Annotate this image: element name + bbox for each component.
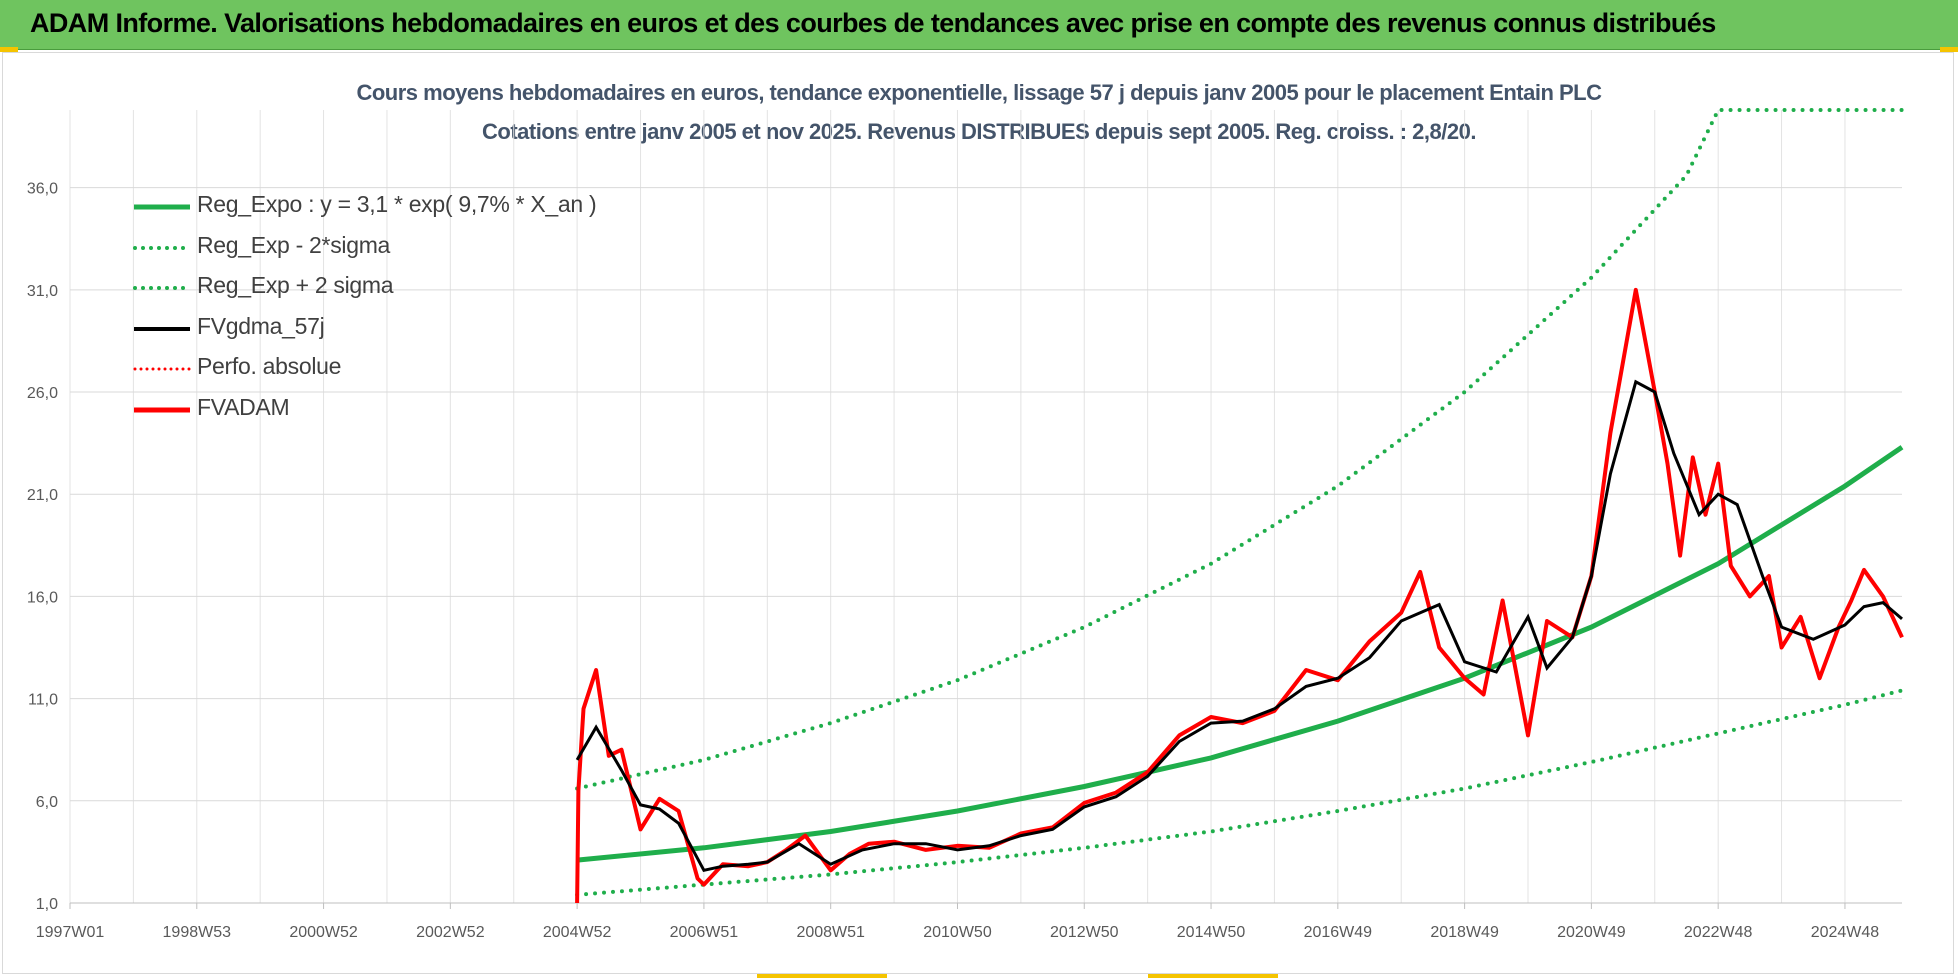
chart-title: Cours moyens hebdomadaires en euros, ten… bbox=[356, 80, 1602, 105]
x-tick-label: 2020W49 bbox=[1557, 924, 1626, 941]
x-tick-label: 2008W51 bbox=[796, 924, 865, 941]
series-line-solid-red bbox=[575, 287, 1904, 904]
x-tick-label: 2002W52 bbox=[416, 924, 485, 941]
legend-swatch-solid-red bbox=[134, 407, 190, 412]
page-mark bbox=[1148, 974, 1278, 978]
x-tick-label: 2000W52 bbox=[289, 924, 358, 941]
y-tick-label: 16,0 bbox=[27, 589, 58, 606]
legend-swatch-dotted-green bbox=[133, 245, 192, 250]
series-line-dotted-green bbox=[575, 108, 1904, 791]
legend-label: Reg_Exp + 2 sigma bbox=[197, 272, 394, 298]
x-tick-label: 2018W49 bbox=[1430, 924, 1499, 941]
chart-frame bbox=[2, 52, 1954, 974]
x-tick-label: 2022W48 bbox=[1684, 924, 1753, 941]
legend-label: Reg_Expo : y = 3,1 * exp( 9,7% * X_an ) bbox=[197, 191, 597, 217]
legend-swatch-dotted-red bbox=[133, 367, 192, 371]
legend-label: Perfo. absolue bbox=[197, 353, 342, 379]
x-tick-label: 2024W48 bbox=[1811, 924, 1880, 941]
x-tick-label: 2012W50 bbox=[1050, 924, 1119, 941]
x-tick-label: 2016W49 bbox=[1304, 924, 1373, 941]
legend-label: FVADAM bbox=[197, 393, 290, 420]
banner-title: ADAM Informe. Valorisations hebdomadaire… bbox=[30, 8, 1716, 38]
x-tick-label: 2006W51 bbox=[670, 924, 739, 941]
y-tick-label: 36,0 bbox=[27, 181, 58, 198]
legend-swatch-dotted-green bbox=[133, 286, 192, 290]
page-mark bbox=[757, 974, 887, 978]
y-tick-label: 6,0 bbox=[36, 794, 58, 811]
y-tick-label: 31,0 bbox=[27, 283, 58, 300]
chart-subtitle: Cotations entre janv 2005 et nov 2025. R… bbox=[482, 119, 1476, 144]
banner-corner-left bbox=[0, 47, 18, 52]
legend-label: Reg_Exp - 2*sigma bbox=[197, 231, 391, 258]
legend-swatch-solid-black bbox=[134, 326, 190, 331]
x-tick-label: 2004W52 bbox=[543, 924, 612, 941]
y-tick-label: 26,0 bbox=[27, 385, 58, 402]
series-line-dotted-green bbox=[575, 688, 1904, 897]
y-tick-label: 21,0 bbox=[27, 487, 58, 504]
x-tick-label: 2014W50 bbox=[1177, 924, 1246, 941]
series-line-solid-black bbox=[575, 379, 1903, 873]
report-banner: ADAM Informe. Valorisations hebdomadaire… bbox=[0, 0, 1958, 50]
x-tick-label: 2010W50 bbox=[923, 924, 992, 941]
series-line-solid-green bbox=[576, 445, 1904, 863]
legend-label: FVgdma_57j bbox=[197, 312, 325, 339]
x-tick-label: 1998W53 bbox=[163, 924, 232, 941]
y-tick-label: 1,0 bbox=[36, 896, 58, 913]
x-tick-label: 1997W01 bbox=[36, 924, 105, 941]
legend-swatch-solid-green bbox=[134, 204, 190, 210]
banner-corner-right bbox=[1940, 47, 1958, 52]
y-tick-label: 11,0 bbox=[28, 692, 58, 709]
